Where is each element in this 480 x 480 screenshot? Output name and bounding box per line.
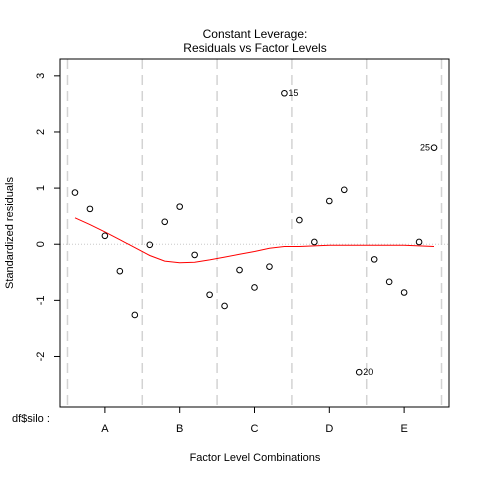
data-point [221,302,228,310]
x-tick-label: A [101,423,109,435]
data-point [206,291,213,299]
data-point [146,241,154,249]
x-axis: A B C D E [101,406,408,435]
data-point [385,278,393,286]
data-point [86,205,94,213]
y-tick-label: -2 [35,352,47,362]
data-point [311,238,318,246]
y-tick-label: 3 [35,73,47,79]
data-point [415,238,423,246]
y-tick-label: -1 [35,295,47,305]
data-point [355,368,363,376]
x-axis-label: Factor Level Combinations [190,452,321,464]
data-point [430,144,438,151]
data-point [176,203,183,210]
data-point [400,289,408,296]
x-tick-label: E [400,423,407,435]
data-point [326,197,333,205]
y-tick-label: 1 [35,185,47,191]
data-points [71,89,438,376]
data-point [370,256,378,263]
data-point [266,263,273,270]
y-axis-label: Standardized residuals [4,177,16,289]
data-point [340,186,348,194]
data-point [131,311,139,319]
smooth-line [74,217,435,264]
point-label: 25 [420,143,430,153]
data-point [116,267,124,275]
x-tick-label: C [251,423,259,435]
data-point [161,218,169,226]
point-label: 15 [288,88,298,98]
y-tick-label: 2 [35,129,47,135]
x-tick-label: D [325,423,333,435]
data-point [251,284,258,291]
point-labels: 15 20 25 [288,88,430,377]
chart-title: Constant Leverage: [203,27,308,41]
point-label: 20 [363,367,373,377]
data-point [281,89,288,97]
chart-subtitle: Residuals vs Factor Levels [183,41,326,55]
data-point [236,266,243,274]
x-tick-label: B [176,423,183,435]
data-point [296,216,303,224]
plot-border [59,58,450,408]
factor-label: df$silo : [12,413,50,425]
data-point [101,232,109,240]
level-separators [66,59,443,407]
y-axis: -2 -1 0 1 2 3 [35,73,61,362]
data-point [191,251,198,259]
data-point [71,189,79,196]
y-tick-label: 0 [35,241,47,247]
